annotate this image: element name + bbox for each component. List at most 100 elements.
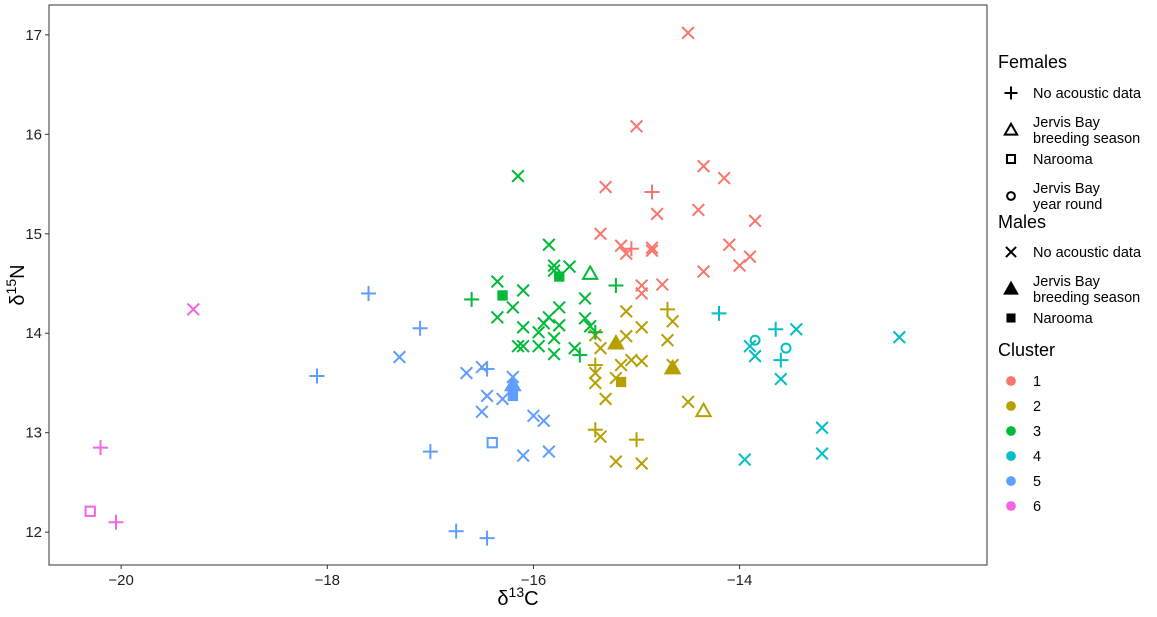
legend-label: 4 xyxy=(1033,449,1041,465)
legend-label: Jervis Bay xyxy=(1033,274,1101,290)
data-point-cluster-3 xyxy=(552,318,566,332)
data-point-cluster-3 xyxy=(554,271,565,282)
data-point-cluster-1 xyxy=(696,265,711,279)
data-point-cluster-5 xyxy=(542,445,556,459)
data-point-cluster-3 xyxy=(464,291,480,307)
data-point-cluster-2 xyxy=(609,454,623,469)
data-point-cluster-4 xyxy=(749,334,761,346)
data-point-cluster-3 xyxy=(516,283,530,298)
data-point-cluster-2 xyxy=(663,358,682,375)
legend-label: 6 xyxy=(1033,499,1041,515)
data-point-cluster-4 xyxy=(743,339,757,353)
x-tick-label: −20 xyxy=(108,572,133,589)
legend-label: Narooma xyxy=(1033,152,1094,168)
data-point-cluster-3 xyxy=(506,300,520,314)
data-point-cluster-5 xyxy=(503,375,522,392)
x-tick-label: −14 xyxy=(727,572,752,589)
data-point-cluster-3 xyxy=(516,320,530,334)
legend-title: Cluster xyxy=(998,340,1055,360)
data-point-cluster-4 xyxy=(815,421,829,435)
data-point-cluster-3 xyxy=(516,339,530,353)
legend-key xyxy=(1006,191,1016,201)
legend-label: No acoustic data xyxy=(1033,245,1142,261)
data-point-cluster-4 xyxy=(892,330,906,344)
y-tick-label: 12 xyxy=(25,524,42,541)
y-tick-label: 14 xyxy=(25,325,42,342)
legend-key xyxy=(1005,153,1017,165)
legend-key xyxy=(1003,280,1019,295)
legend-label: Narooma xyxy=(1033,311,1094,327)
data-point-cluster-1 xyxy=(629,119,644,133)
data-point-cluster-5 xyxy=(479,361,495,377)
y-axis: 12 13 14 15 16 17 xyxy=(25,27,49,541)
data-point-cluster-1 xyxy=(645,244,659,258)
data-point-cluster-4 xyxy=(780,342,792,354)
data-point-cluster-2 xyxy=(659,301,675,317)
y-axis-title: δ15N xyxy=(3,264,29,305)
data-point-cluster-1 xyxy=(722,238,736,252)
data-point-cluster-3 xyxy=(490,274,504,289)
data-point-cluster-3 xyxy=(578,291,592,305)
legend-key-cluster-6 xyxy=(1006,501,1016,511)
data-point-cluster-5 xyxy=(475,405,489,419)
data-point-cluster-1 xyxy=(691,203,705,217)
data-point-cluster-1 xyxy=(681,26,695,40)
data-point-cluster-5 xyxy=(486,437,498,449)
data-point-cluster-2 xyxy=(624,353,638,367)
data-point-cluster-5 xyxy=(448,523,464,539)
y-tick-label: 13 xyxy=(25,425,42,442)
data-point-cluster-1 xyxy=(593,227,608,241)
data-point-cluster-1 xyxy=(733,259,747,273)
data-point-cluster-5 xyxy=(309,368,325,384)
data-point-cluster-1 xyxy=(644,184,660,200)
legend-label: 3 xyxy=(1033,424,1041,440)
data-point-cluster-3 xyxy=(537,316,551,330)
data-point-cluster-2 xyxy=(629,432,645,448)
legend-key-cluster-1 xyxy=(1006,376,1016,386)
legend-key xyxy=(1006,313,1016,323)
data-point-cluster-4 xyxy=(815,447,829,461)
data-points xyxy=(84,26,906,546)
data-point-cluster-2 xyxy=(599,392,613,406)
legend-label: 1 xyxy=(1033,374,1041,390)
data-point-cluster-3 xyxy=(583,319,597,333)
data-point-cluster-2 xyxy=(619,304,633,318)
data-point-cluster-2 xyxy=(666,314,680,328)
data-point-cluster-2 xyxy=(607,334,625,350)
data-point-cluster-3 xyxy=(511,339,525,353)
data-point-cluster-2 xyxy=(635,354,649,368)
data-point-cluster-2 xyxy=(593,341,608,355)
data-point-cluster-3 xyxy=(552,300,566,314)
data-point-cluster-6 xyxy=(186,302,200,316)
data-point-cluster-3 xyxy=(490,310,504,324)
legend-label: breeding season xyxy=(1033,290,1140,306)
data-point-cluster-5 xyxy=(422,444,438,460)
data-point-cluster-2 xyxy=(615,376,627,388)
legend-key-cluster-3 xyxy=(1006,426,1016,436)
data-point-cluster-3 xyxy=(547,331,561,345)
data-point-cluster-5 xyxy=(495,392,510,406)
y-tick-label: 17 xyxy=(25,27,42,44)
data-point-cluster-4 xyxy=(773,352,789,368)
legend-key xyxy=(1003,121,1019,136)
data-point-cluster-6 xyxy=(84,505,96,517)
data-point-cluster-5 xyxy=(526,409,541,423)
data-point-cluster-3 xyxy=(511,169,525,183)
legend-key-cluster-4 xyxy=(1006,451,1016,461)
data-point-cluster-4 xyxy=(711,305,727,321)
data-point-cluster-3 xyxy=(532,339,546,353)
data-point-cluster-3 xyxy=(497,290,508,301)
data-point-cluster-6 xyxy=(93,440,109,456)
y-tick-label: 16 xyxy=(25,126,42,143)
data-point-cluster-5 xyxy=(412,320,428,336)
data-point-cluster-1 xyxy=(717,171,731,185)
data-point-cluster-1 xyxy=(655,277,669,292)
data-point-cluster-2 xyxy=(588,366,602,380)
data-point-cluster-5 xyxy=(516,449,530,463)
data-point-cluster-3 xyxy=(578,311,592,325)
data-point-cluster-3 xyxy=(581,264,600,280)
data-point-cluster-2 xyxy=(681,395,695,409)
data-point-cluster-2 xyxy=(619,329,633,343)
